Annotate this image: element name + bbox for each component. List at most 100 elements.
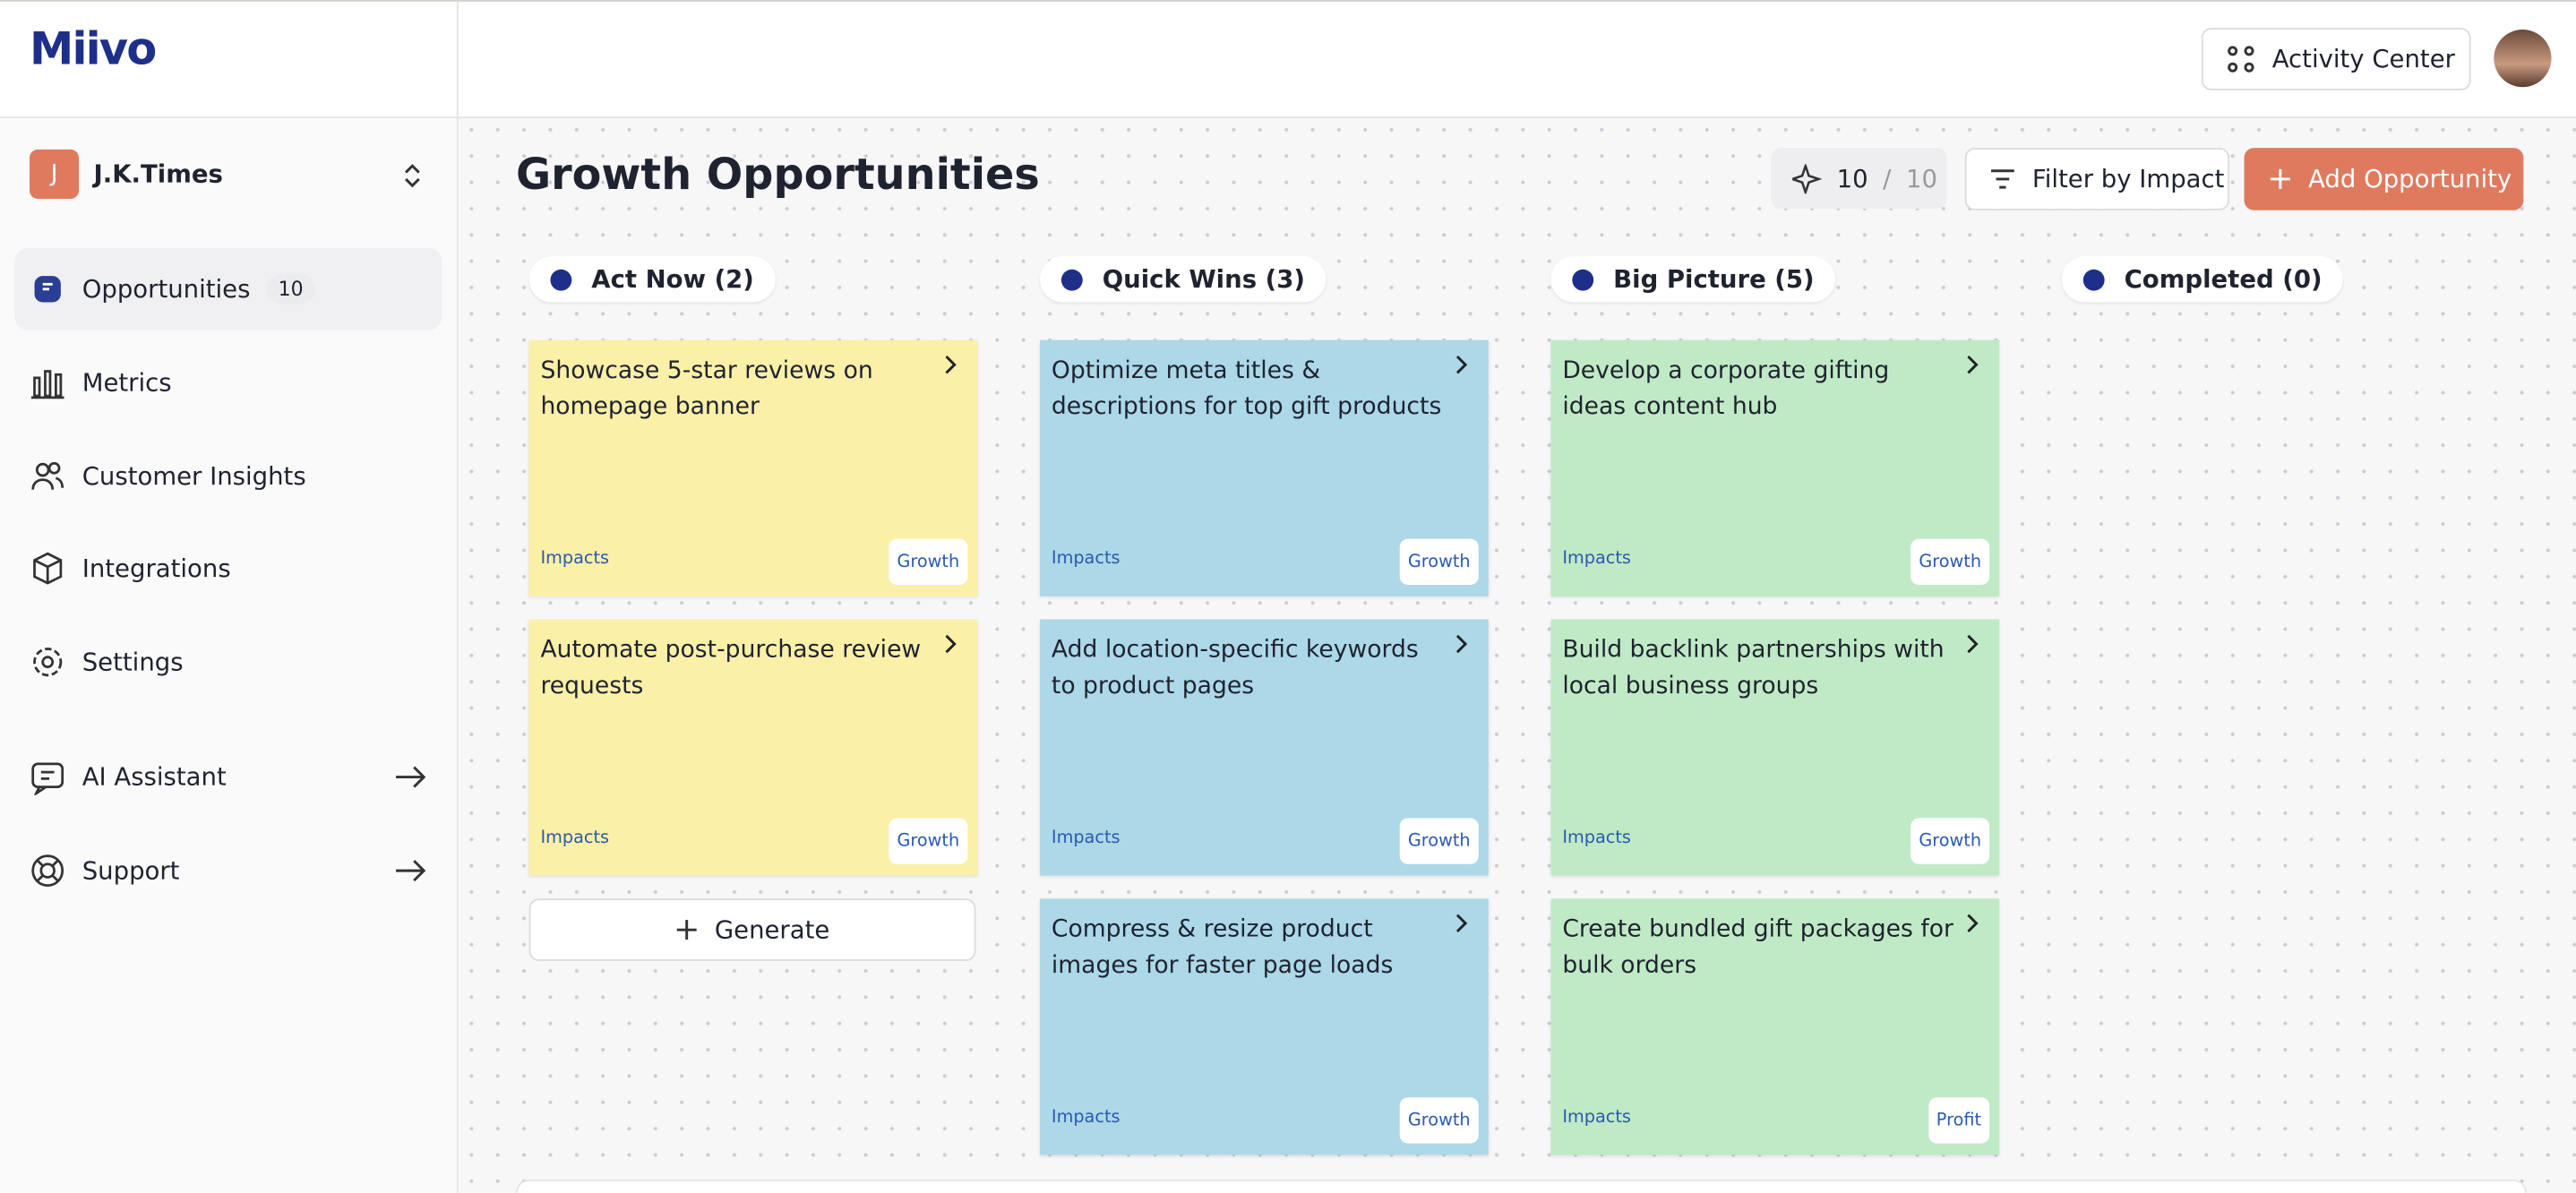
card-tag: Growth	[889, 818, 968, 864]
opportunity-card[interactable]: Build backlink partnerships with local b…	[1550, 619, 2000, 876]
card-impacts: Impacts	[1562, 828, 1631, 848]
nav-label: Settings	[82, 647, 184, 677]
card-impacts: Impacts	[540, 548, 610, 569]
nav-item[interactable]: Support	[15, 829, 442, 912]
workspace-avatar: J	[30, 149, 80, 199]
chevron-icon	[1455, 914, 1468, 933]
user-avatar[interactable]	[2494, 30, 2552, 88]
card-tag: Growth	[1399, 818, 1479, 864]
generate-button[interactable]: Generate	[528, 898, 976, 962]
generate-label: Generate	[714, 914, 830, 945]
card-impacts: Impacts	[1051, 1107, 1121, 1128]
nav-icon	[33, 648, 63, 677]
card-tag: Growth	[889, 538, 968, 585]
card-tag: Growth	[1399, 538, 1479, 585]
card-title: Develop a corporate gifting ideas conten…	[1562, 357, 1890, 421]
chevron-icon	[1967, 634, 1979, 654]
activity-center-button[interactable]: Activity Center	[2201, 28, 2471, 90]
opportunity-card[interactable]: Showcase 5-star reviews on homepage bann…	[528, 339, 978, 596]
arrow-icon	[396, 860, 426, 882]
sidebar: Miivo J J.K.Times Opportunities 10 Metrics…	[0, 1, 459, 1193]
nav-label: Support	[82, 855, 180, 886]
filter-button[interactable]: Filter by Impact	[1964, 148, 2230, 210]
card-impacts: Impacts	[1051, 828, 1121, 848]
workspace-switch-icon[interactable]	[401, 161, 425, 191]
opportunity-card[interactable]: Add location-specific keywords to produc…	[1040, 619, 1489, 876]
chevron-icon	[1967, 355, 1979, 374]
nav-item[interactable]: Metrics	[15, 342, 442, 425]
activity-icon	[2228, 46, 2254, 73]
column-header: Big Picture (5)	[1550, 256, 1836, 303]
nav-icon	[31, 461, 64, 490]
column-dot	[550, 268, 572, 290]
column-dot	[2082, 268, 2105, 290]
sidebar-header: Miivo	[0, 1, 457, 119]
arrow-icon	[396, 766, 426, 788]
column-header: Completed (0)	[2061, 256, 2344, 303]
column-title: Quick Wins (3)	[1102, 264, 1305, 295]
counter-total: 10	[1905, 163, 1937, 193]
nav-item[interactable]: Opportunities 10	[14, 247, 442, 330]
card-title: Build backlink partnerships with local b…	[1562, 637, 1945, 700]
opportunity-card[interactable]: Develop a corporate gifting ideas conten…	[1550, 339, 2000, 596]
card-tag: Growth	[1911, 818, 1990, 864]
add-opportunity-label: Add Opportunity	[2308, 164, 2512, 194]
column-header: Quick Wins (3)	[1040, 256, 1327, 303]
chevron-icon	[945, 355, 957, 374]
column-title: Completed (0)	[2124, 264, 2323, 295]
plus-icon	[676, 920, 697, 940]
sparkle-icon	[1792, 163, 1823, 193]
chevron-icon	[1455, 634, 1468, 654]
column-title: Big Picture (5)	[1613, 264, 1815, 295]
card-impacts: Impacts	[540, 828, 610, 848]
nav-icon	[31, 854, 64, 888]
card-title: Automate post-purchase review requests	[540, 637, 922, 700]
nav-icon	[30, 370, 64, 399]
nav-item[interactable]: Settings	[15, 621, 442, 703]
card-tag: Profit	[1928, 1097, 1990, 1144]
card-tag: Growth	[1911, 538, 1990, 585]
logo[interactable]: Miivo	[30, 24, 157, 76]
activity-center-label: Activity Center	[2271, 44, 2455, 74]
nav-badge: 10	[266, 274, 315, 305]
opportunity-counter: 10 / 10	[1771, 148, 1947, 209]
card-title: Create bundled gift packages for bulk or…	[1562, 916, 1953, 980]
card-title: Optimize meta titles & descriptions for …	[1051, 357, 1442, 421]
column-title: Act Now (2)	[591, 264, 754, 295]
opportunity-card[interactable]: Create bundled gift packages for bulk or…	[1550, 898, 2000, 1155]
nav-item[interactable]: AI Assistant	[15, 736, 442, 819]
chevron-icon	[945, 634, 957, 654]
card-impacts: Impacts	[1562, 548, 1631, 569]
page-title: Growth Opportunities	[515, 150, 1040, 201]
chevron-icon	[1455, 355, 1468, 374]
opportunity-card[interactable]: Compress & resize product images for fas…	[1040, 898, 1489, 1155]
opportunity-card[interactable]: Optimize meta titles & descriptions for …	[1040, 339, 1489, 596]
card-impacts: Impacts	[1051, 548, 1121, 569]
bottom-panel	[515, 1179, 2527, 1193]
card-tag: Growth	[1399, 1097, 1479, 1144]
nav-icon	[33, 552, 63, 585]
card-title: Add location-specific keywords to produc…	[1051, 637, 1419, 700]
add-opportunity-button[interactable]: Add Opportunity	[2244, 148, 2524, 210]
workspace-name[interactable]: J.K.Times	[93, 159, 223, 189]
card-impacts: Impacts	[1562, 1107, 1631, 1128]
top-bar: Activity Center	[458, 1, 2576, 119]
opportunity-card[interactable]: Automate post-purchase review requests Im…	[528, 619, 978, 876]
column-dot	[1572, 268, 1594, 290]
column-dot	[1060, 268, 1083, 290]
filter-icon	[1991, 169, 2014, 189]
nav-icon	[34, 276, 61, 303]
counter-current: 10	[1836, 163, 1868, 193]
nav-label: Integrations	[82, 554, 231, 584]
nav-label: Metrics	[82, 367, 172, 398]
nav-item[interactable]: Integrations	[15, 528, 442, 610]
card-title: Compress & resize product images for fas…	[1051, 916, 1394, 980]
nav-label: Customer Insights	[82, 461, 306, 492]
nav-label: Opportunities	[82, 274, 251, 305]
chevron-icon	[1967, 914, 1979, 933]
card-title: Showcase 5-star reviews on homepage bann…	[540, 357, 873, 421]
nav-item[interactable]: Customer Insights	[15, 435, 442, 518]
